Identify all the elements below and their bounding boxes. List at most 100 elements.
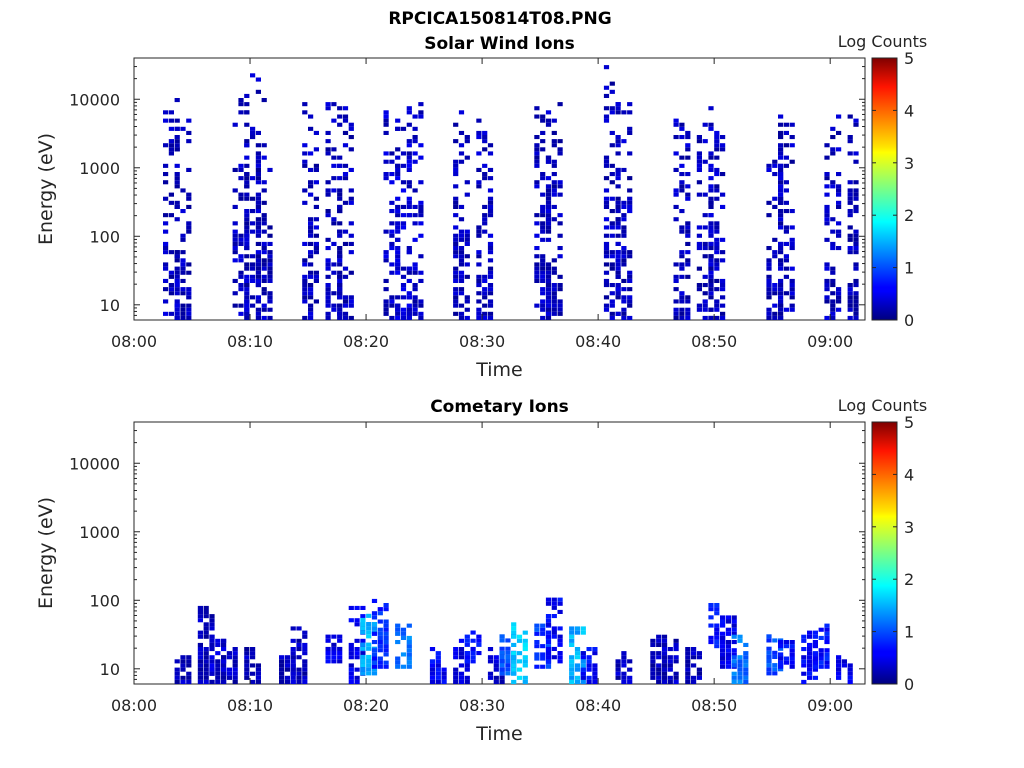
cell xyxy=(215,659,221,664)
cell xyxy=(232,651,238,656)
cell xyxy=(406,167,412,172)
cell xyxy=(458,130,465,135)
cell xyxy=(743,667,749,672)
cell xyxy=(435,679,441,684)
cell xyxy=(766,671,772,676)
cell xyxy=(232,246,238,251)
cell xyxy=(325,106,331,111)
cell xyxy=(331,262,337,267)
cell xyxy=(720,287,726,292)
cell xyxy=(720,640,726,645)
cell xyxy=(250,130,256,135)
cell xyxy=(778,660,784,665)
cell xyxy=(337,638,343,643)
cell xyxy=(847,225,853,230)
cell xyxy=(458,159,465,164)
cell xyxy=(615,106,621,111)
cell xyxy=(174,204,180,209)
cell xyxy=(418,299,424,304)
cell xyxy=(603,307,610,312)
cell xyxy=(673,307,679,312)
cell xyxy=(836,188,842,193)
cell xyxy=(772,283,778,288)
cell xyxy=(685,679,691,684)
cell xyxy=(174,303,180,308)
cell xyxy=(290,626,296,631)
cell xyxy=(540,204,546,209)
cell xyxy=(499,663,505,668)
cell xyxy=(377,619,383,624)
cell xyxy=(406,648,412,653)
cell xyxy=(325,262,331,267)
cell xyxy=(174,98,180,103)
cell xyxy=(621,110,627,115)
cell xyxy=(313,246,319,251)
cell xyxy=(458,217,465,222)
cell xyxy=(395,270,401,275)
cell xyxy=(656,638,662,643)
cell xyxy=(255,315,261,320)
cell xyxy=(540,147,546,152)
cell xyxy=(650,642,656,647)
cell xyxy=(743,679,749,684)
cell xyxy=(708,266,714,271)
cell xyxy=(395,640,401,645)
cell xyxy=(720,147,726,152)
cell xyxy=(673,188,679,193)
cell xyxy=(847,209,853,214)
cell xyxy=(772,303,778,308)
cell xyxy=(720,635,726,640)
cell xyxy=(621,651,627,656)
cell xyxy=(168,311,174,316)
cell xyxy=(615,667,621,672)
cell xyxy=(325,303,331,308)
cell xyxy=(261,307,267,312)
cell xyxy=(685,155,691,160)
cell xyxy=(400,315,407,320)
cell xyxy=(215,642,221,647)
cell xyxy=(453,675,459,680)
cell xyxy=(186,118,192,123)
cell xyxy=(731,640,737,645)
cell xyxy=(737,655,743,660)
cell xyxy=(824,664,830,669)
cell xyxy=(209,614,215,619)
cell xyxy=(203,630,209,635)
cell xyxy=(296,675,302,680)
cell xyxy=(540,307,546,312)
cell xyxy=(609,221,615,226)
cell xyxy=(337,655,343,660)
cell xyxy=(250,655,256,660)
cell xyxy=(592,663,598,668)
cell xyxy=(453,139,459,144)
cell xyxy=(302,634,308,639)
cell xyxy=(603,241,610,246)
cell xyxy=(453,287,459,292)
cell xyxy=(389,180,395,185)
cell xyxy=(720,315,726,320)
y-tick-label: 100 xyxy=(89,591,120,610)
cell xyxy=(534,147,540,152)
cell xyxy=(853,278,859,283)
cell xyxy=(772,196,778,201)
cell xyxy=(238,176,244,181)
cell xyxy=(476,283,482,288)
cell xyxy=(395,627,401,632)
cell xyxy=(464,634,470,639)
cell xyxy=(853,262,859,267)
cell xyxy=(360,646,366,651)
cell xyxy=(545,184,552,189)
cell xyxy=(244,283,250,288)
cell xyxy=(818,627,824,632)
cell xyxy=(679,291,685,296)
cell xyxy=(853,204,859,209)
cell xyxy=(244,209,250,214)
cell xyxy=(731,675,737,680)
cell xyxy=(342,315,349,320)
cell xyxy=(244,237,250,242)
cell xyxy=(557,634,563,639)
cell xyxy=(342,241,349,246)
cell xyxy=(168,291,174,296)
cell xyxy=(696,303,702,308)
cell xyxy=(847,237,853,242)
